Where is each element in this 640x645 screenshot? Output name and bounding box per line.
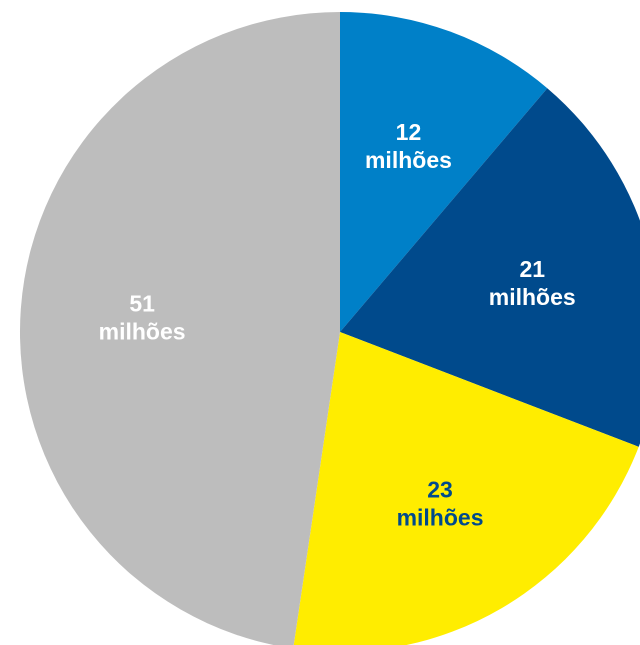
slice-value: 21	[519, 256, 545, 282]
slice-unit: milhões	[365, 147, 452, 173]
slice-value: 12	[396, 119, 422, 145]
pie-slice-51	[19, 12, 340, 645]
pie-slice-12	[340, 12, 548, 332]
slice-label-23: 23 milhões	[397, 476, 484, 530]
pie-slice-23	[293, 332, 639, 645]
slice-value: 23	[427, 476, 453, 502]
slice-unit: milhões	[489, 284, 576, 310]
slice-value: 51	[129, 290, 155, 316]
slice-unit: milhões	[99, 318, 186, 344]
slice-label-21: 21 milhões	[489, 256, 576, 310]
slice-label-51: 51 milhões	[99, 290, 186, 344]
slice-unit: milhões	[397, 504, 484, 530]
pie-slice-21	[340, 88, 640, 447]
pie-slices	[19, 12, 640, 645]
slice-label-12: 12 milhões	[365, 119, 452, 173]
